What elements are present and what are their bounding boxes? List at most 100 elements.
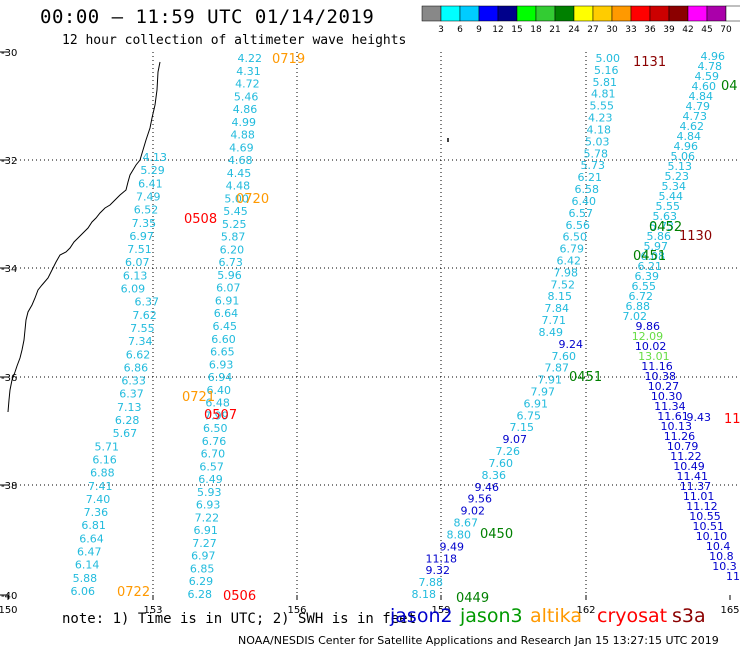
- wave-height-label: 12.09: [632, 330, 664, 343]
- wave-height-label: 5.23: [665, 170, 690, 183]
- wave-height-label: 6.33: [121, 375, 146, 388]
- wave-height-label: 6.65: [210, 346, 235, 359]
- colorbar-tick-label: 27: [587, 25, 598, 35]
- wave-height-label: 6.86: [124, 361, 149, 374]
- longitude-label: 162: [576, 605, 595, 616]
- wave-height-label: 5.73: [650, 220, 675, 233]
- latitude-label: -32: [1, 156, 17, 167]
- wave-height-label: 4.84: [677, 130, 702, 143]
- wave-height-label: 8.67: [454, 517, 479, 530]
- wave-height-label: 6.58: [575, 183, 600, 196]
- wave-height-label: 6.21: [578, 171, 603, 184]
- wave-height-label: 5.44: [659, 190, 684, 203]
- wave-height-label: 7.27: [192, 537, 217, 550]
- wave-height-label: 4.88: [230, 129, 255, 142]
- wave-height-label: 5.25: [222, 218, 247, 231]
- wave-height-label: 9.86: [636, 320, 661, 333]
- wave-height-label: 6.47: [77, 546, 102, 559]
- wave-height-label: 7.13: [117, 401, 142, 414]
- wave-height-label: 5.55: [590, 100, 615, 113]
- wave-height-label: 10.38: [645, 370, 677, 383]
- colorbar-tick-label: 12: [492, 25, 503, 35]
- wave-height-label: 4.22: [238, 52, 263, 65]
- wave-height-label: 6.20: [220, 243, 245, 256]
- wave-height-label: 6.70: [201, 448, 226, 461]
- wave-height-label: 7.99: [204, 409, 229, 422]
- pass-time-label: 0722: [117, 585, 150, 600]
- wave-height-label: 7.55: [130, 322, 155, 335]
- wave-height-label: 6.40: [207, 384, 232, 397]
- axis-labels: -30 -32 -34 -36 -38 -40 150 153 156 159 162 165: [0, 48, 740, 616]
- wave-height-label: 4.31: [236, 65, 261, 78]
- page-title: 00:00 – 11:59 UTC 01/14/2019: [40, 6, 375, 28]
- wave-height-label: 5.00: [224, 192, 249, 205]
- wave-height-label: 6.16: [92, 453, 117, 466]
- wave-height-label: 5.46: [234, 90, 259, 103]
- wave-height-label: 5.00: [596, 52, 621, 65]
- longitude-label: 153: [143, 605, 162, 616]
- wave-height-label: 4.48: [226, 180, 251, 193]
- wave-height-label: 7.60: [489, 457, 514, 470]
- wave-height-label: 6.64: [214, 307, 239, 320]
- wave-height-label: 13.01: [638, 350, 670, 363]
- wave-height-label: 6.41: [138, 177, 163, 190]
- wave-height-label: 9.56: [468, 493, 493, 506]
- wave-height-label: 6.37: [135, 296, 160, 309]
- wave-height-label: 5.67: [113, 427, 138, 440]
- wave-height-label: 6.91: [193, 524, 218, 537]
- pass-time-label: 0508: [184, 212, 217, 227]
- wave-height-label: 7.98: [554, 266, 579, 279]
- pass-time-label: 0507: [204, 408, 237, 423]
- wave-height-label: 6.55: [632, 280, 657, 293]
- wave-height-label: 11: [726, 570, 740, 583]
- wave-height-label: 8.18: [412, 588, 437, 601]
- wave-height-label: 6.39: [635, 270, 660, 283]
- wave-height-label: 6.06: [71, 585, 96, 598]
- wave-height-label: 6.14: [75, 559, 100, 572]
- wave-height-label: 10.3: [712, 560, 737, 573]
- wave-height-label: 11.41: [677, 470, 709, 483]
- wave-height-label: 10.4: [706, 540, 731, 553]
- wave-height-label: 7.36: [84, 506, 109, 519]
- wave-height-label: 6.48: [205, 397, 230, 410]
- wave-height-label: 6.57: [199, 460, 224, 473]
- wave-height-label: 6.76: [202, 435, 227, 448]
- wave-height-label: 6.50: [563, 231, 588, 244]
- wave-height-label: 11.37: [680, 480, 712, 493]
- wave-height-label: 6.42: [557, 254, 582, 267]
- wave-height-label: 6.28: [115, 414, 140, 427]
- wave-height-label: 6.94: [208, 371, 233, 384]
- pass-time-label: 0452: [649, 220, 682, 235]
- wave-height-label: 6.29: [189, 575, 214, 588]
- latitude-label: -30: [1, 48, 17, 59]
- colorbar-tick-label: 15: [511, 25, 522, 35]
- wave-height-label: 10.49: [673, 460, 705, 473]
- units-note: note: 1) Time is in UTC; 2) SWH is in fe…: [62, 611, 417, 627]
- wave-height-label: 7.87: [545, 362, 570, 375]
- wave-height-label: 6.73: [218, 256, 243, 269]
- wave-height-label: 10.30: [651, 390, 683, 403]
- wave-height-label: 6.37: [119, 388, 144, 401]
- wave-height-label: 6.97: [191, 550, 216, 563]
- wave-height-label: 4.84: [689, 90, 714, 103]
- wave-height-label: 4.60: [692, 80, 717, 93]
- wave-height-label: 7.02: [623, 310, 648, 323]
- wave-height-label: 6.45: [213, 320, 238, 333]
- wave-height-label: 5.97: [644, 240, 669, 253]
- coastline: [7, 61, 449, 413]
- wave-height-label: 5.29: [140, 164, 165, 177]
- wave-height-label: 6.40: [572, 195, 597, 208]
- page-subtitle: 12 hour collection of altimeter wave hei…: [62, 33, 407, 48]
- wave-height-label: 10.79: [667, 440, 699, 453]
- colorbar-tick-label: 6: [457, 25, 463, 35]
- wave-height-label: 11.01: [683, 490, 715, 503]
- wave-height-label: 10.8: [709, 550, 734, 563]
- longitude-label: 159: [431, 605, 450, 616]
- wave-height-label: 6.57: [569, 207, 594, 220]
- wave-height-label: 4.81: [591, 88, 616, 101]
- wave-height-label: 4.69: [229, 141, 254, 154]
- pass-time-label: 1130: [679, 229, 712, 244]
- satellite-legend-item: jason2: [390, 605, 453, 627]
- wave-height-label: 7.52: [551, 278, 576, 291]
